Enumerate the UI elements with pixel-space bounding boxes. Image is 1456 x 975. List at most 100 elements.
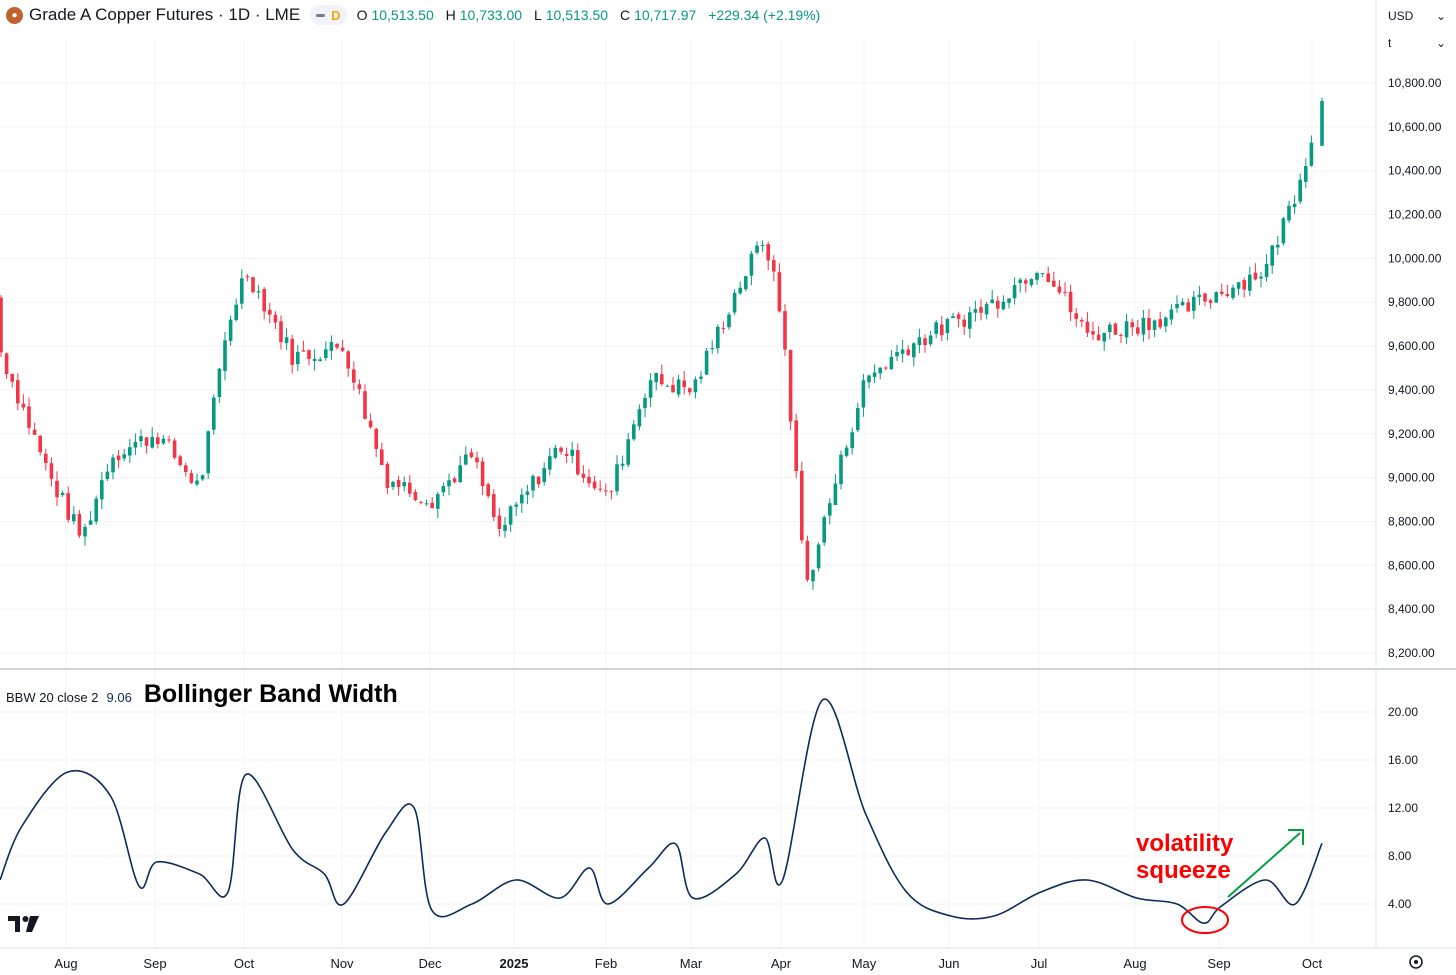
candle-down <box>1063 282 1067 297</box>
candle-up <box>105 464 110 482</box>
candle-up <box>968 306 972 338</box>
candle-up <box>402 476 406 492</box>
candle-down <box>352 361 356 391</box>
candle-up <box>889 350 894 371</box>
candle-down <box>4 352 9 379</box>
candle-down <box>1220 283 1224 297</box>
candle-up <box>200 474 205 481</box>
price-tick-label: 10,400.00 <box>1388 164 1442 178</box>
candle-up <box>520 488 524 513</box>
candle-up <box>1192 291 1196 319</box>
candle-up <box>1214 291 1218 304</box>
candle-down <box>559 446 563 455</box>
candle-down <box>279 315 283 350</box>
bbw-tick-label: 16.00 <box>1388 753 1418 767</box>
unit-select[interactable]: t ⌄ <box>1383 31 1451 55</box>
candle-down <box>1186 298 1190 312</box>
symbol-title[interactable]: Grade A Copper Futures · 1D · LME <box>29 5 301 24</box>
low-label: L <box>533 7 542 23</box>
candle-up <box>1108 322 1112 340</box>
candle-down <box>783 304 787 357</box>
candle-up <box>1018 277 1022 293</box>
candle-down <box>721 321 726 334</box>
candle-down <box>805 535 810 582</box>
candle-up <box>256 284 261 299</box>
candle-up <box>531 474 535 498</box>
candle-up <box>1175 295 1179 313</box>
candle-up <box>738 281 742 295</box>
candle-up <box>1292 195 1297 215</box>
candle-up <box>542 462 546 486</box>
gear-icon[interactable] <box>1409 955 1423 969</box>
candle-down <box>592 475 597 491</box>
candle-down <box>1074 307 1078 328</box>
candle-up <box>676 374 681 398</box>
indicator-name[interactable]: BBW 20 close 2 <box>6 690 99 705</box>
time-tick-label: Oct <box>234 956 255 971</box>
candle-down <box>486 482 490 499</box>
candle-up <box>632 419 636 441</box>
tradingview-logo[interactable] <box>8 912 44 934</box>
candle-up <box>727 312 731 330</box>
candle-down <box>1203 292 1207 307</box>
candle-down <box>262 287 266 320</box>
candle-down <box>581 465 586 483</box>
candle-down <box>587 468 591 488</box>
candle-up <box>1309 135 1314 167</box>
candle-up <box>1248 266 1252 297</box>
indicator-value: 9.06 <box>106 690 132 705</box>
candle-down <box>245 273 250 282</box>
candle-down <box>604 483 608 497</box>
bbw-tick-label: 12.00 <box>1388 801 1418 815</box>
copper-coin-icon[interactable]: ● <box>6 6 23 24</box>
candle-down <box>413 489 418 502</box>
candle-up <box>464 446 468 466</box>
candle-down <box>480 457 485 496</box>
candle-up <box>234 298 238 322</box>
candle-down <box>576 443 580 476</box>
candle-up <box>1287 200 1291 224</box>
candle-down <box>1147 308 1151 340</box>
time-tick-label: Nov <box>330 956 354 971</box>
candle-down <box>77 510 82 539</box>
candle-up <box>716 324 720 354</box>
candle-down <box>1057 280 1062 295</box>
candle-up <box>324 341 328 361</box>
time-tick-label: Oct <box>1302 956 1323 971</box>
candle-up <box>648 373 653 407</box>
candle-up <box>867 374 871 389</box>
time-tick-label: Jun <box>939 956 960 971</box>
volatility-squeeze-annotation: volatility squeeze <box>1136 830 1233 884</box>
bbw-tick-label: 4.00 <box>1388 897 1412 911</box>
candle-up <box>111 454 115 480</box>
candle-up <box>553 444 558 460</box>
price-tick-label: 8,800.00 <box>1388 514 1435 528</box>
price-tick-label: 8,400.00 <box>1388 602 1435 616</box>
candle-down <box>21 394 26 411</box>
candle-up <box>643 393 647 418</box>
candle-down <box>564 447 569 463</box>
candle-up <box>990 289 994 304</box>
open-label: O <box>356 7 368 23</box>
candle-down <box>307 349 311 366</box>
candle-up <box>296 344 300 372</box>
candle-up <box>1180 298 1185 307</box>
ohlc-values: O 10,513.50 H 10,733.00 L 10,513.50 C 10,717… <box>357 7 825 23</box>
close-value: 10,717.97 <box>634 7 697 23</box>
close-label: C <box>619 7 631 23</box>
candle-down <box>1046 266 1050 283</box>
candle-down <box>0 295 3 357</box>
visibility-toggle-icon[interactable] <box>316 13 326 17</box>
candle-up <box>620 455 625 470</box>
candle-down <box>940 315 944 342</box>
candle-down <box>144 436 149 454</box>
candle-up <box>1259 271 1263 288</box>
interval-badge[interactable]: D <box>310 5 347 25</box>
price-tick-label: 9,800.00 <box>1388 295 1435 309</box>
low-value: 10,513.50 <box>545 7 609 23</box>
candle-up <box>212 394 216 435</box>
currency-select[interactable]: USD ⌄ <box>1383 4 1451 28</box>
time-tick-label: Mar <box>680 956 703 971</box>
candle-down <box>884 366 888 371</box>
